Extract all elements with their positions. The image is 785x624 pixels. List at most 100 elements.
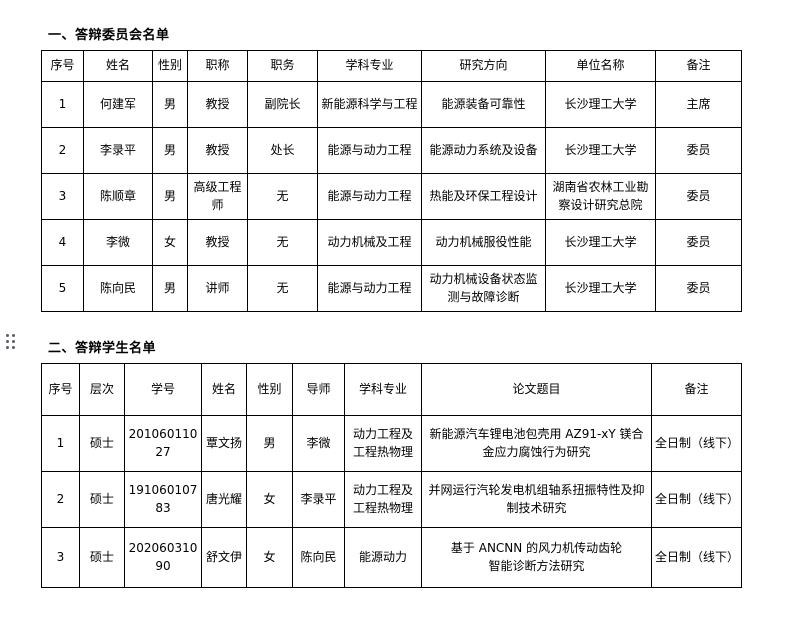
table-cell: 并网运行汽轮发电机组轴系扭振特性及抑制技术研究 [421,471,652,528]
committee-section-title: 一、答辩委员会名单 [48,28,170,43]
table-cell: 能源与动力工程 [317,127,422,174]
table-cell: 李微 [292,415,345,472]
table-cell: 处长 [247,127,318,174]
table-cell: 动力机械及工程 [317,219,422,266]
committee-table: 序号 姓名 性别 职称 职务 学科专业 研究方向 单位名称 备注 1 何建军 男… [41,50,742,312]
table-cell: 无 [247,265,318,312]
table-cell: 19106010783 [124,471,202,528]
committee-section: 一、答辩委员会名单 序号 姓名 性别 职称 职务 学科专业 研究方向 单位名称 … [41,24,785,312]
table-cell: 20206031090 [124,527,202,588]
table-cell: 覃文扬 [201,415,247,472]
table-cell: 硕士 [79,415,125,472]
drag-handle-icon[interactable] [6,334,17,352]
table-cell: 3 [41,527,80,588]
column-header: 备注 [651,363,742,416]
table-cell: 女 [152,219,188,266]
table-row: 1 硕士 20106011027 覃文扬 男 李微 动力工程及工程热物理 新能源… [41,415,742,472]
table-cell: 女 [246,471,293,528]
table-cell: 1 [41,415,80,472]
table-cell: 男 [152,173,188,220]
table-cell: 委员 [655,127,742,174]
column-header: 论文题目 [421,363,652,416]
table-cell: 动力机械服役性能 [421,219,546,266]
table-cell: 唐光耀 [201,471,247,528]
table-cell: 女 [246,527,293,588]
table-cell: 何建军 [83,81,153,128]
table-cell: 基于 ANCNN 的风力机传动齿轮 智能诊断方法研究 [421,527,652,588]
table-cell: 长沙理工大学 [545,127,656,174]
column-header: 学号 [124,363,202,416]
table-cell: 陈向民 [83,265,153,312]
table-cell: 能源与动力工程 [317,173,422,220]
table-cell: 教授 [187,219,248,266]
column-header: 备注 [655,50,742,82]
table-cell: 李微 [83,219,153,266]
table-cell: 3 [41,173,84,220]
column-header: 职称 [187,50,248,82]
table-cell: 20106011027 [124,415,202,472]
table-cell: 李录平 [83,127,153,174]
table-cell: 2 [41,127,84,174]
table-cell: 陈顺章 [83,173,153,220]
table-cell: 主席 [655,81,742,128]
table-cell: 新能源汽车锂电池包壳用 AZ91-xY 镁合金应力腐蚀行为研究 [421,415,652,472]
table-cell: 讲师 [187,265,248,312]
table-cell: 男 [152,81,188,128]
table-cell: 能源动力系统及设备 [421,127,546,174]
table-cell: 高级工程师 [187,173,248,220]
committee-header-row: 序号 姓名 性别 职称 职务 学科专业 研究方向 单位名称 备注 [41,50,742,82]
table-cell: 能源动力 [344,527,422,588]
table-cell: 硕士 [79,527,125,588]
table-cell: 陈向民 [292,527,345,588]
table-cell: 男 [246,415,293,472]
students-section: 二、答辩学生名单 序号 层次 学号 姓名 性别 导师 学科专业 论文题目 备注 [41,337,785,588]
table-cell: 新能源科学与工程 [317,81,422,128]
table-cell: 能源与动力工程 [317,265,422,312]
table-cell: 热能及环保工程设计 [421,173,546,220]
table-row: 5 陈向民 男 讲师 无 能源与动力工程 动力机械设备状态监测与故障诊断 长沙理… [41,265,742,312]
column-header: 层次 [79,363,125,416]
table-cell: 全日制（线下） [651,415,742,472]
column-header: 学科专业 [344,363,422,416]
column-header: 导师 [292,363,345,416]
table-cell: 男 [152,265,188,312]
table-cell: 副院长 [247,81,318,128]
table-row: 3 陈顺章 男 高级工程师 无 能源与动力工程 热能及环保工程设计 湖南省农林工… [41,173,742,220]
table-cell: 湖南省农林工业勘察设计研究总院 [545,173,656,220]
table-cell: 硕士 [79,471,125,528]
column-header: 性别 [152,50,188,82]
column-header: 单位名称 [545,50,656,82]
table-cell: 教授 [187,127,248,174]
column-header: 序号 [41,363,80,416]
table-cell: 教授 [187,81,248,128]
table-cell: 动力工程及工程热物理 [344,471,422,528]
column-header: 研究方向 [421,50,546,82]
table-cell: 全日制（线下） [651,527,742,588]
table-cell: 舒文伊 [201,527,247,588]
table-cell: 全日制（线下） [651,471,742,528]
table-cell: 动力机械设备状态监测与故障诊断 [421,265,546,312]
table-row: 2 硕士 19106010783 唐光耀 女 李录平 动力工程及工程热物理 并网… [41,471,742,528]
table-row: 2 李录平 男 教授 处长 能源与动力工程 能源动力系统及设备 长沙理工大学 委… [41,127,742,174]
table-cell: 无 [247,219,318,266]
table-cell: 1 [41,81,84,128]
table-cell: 委员 [655,265,742,312]
table-cell: 无 [247,173,318,220]
column-header: 性别 [246,363,293,416]
students-header-row: 序号 层次 学号 姓名 性别 导师 学科专业 论文题目 备注 [41,363,742,416]
table-cell: 4 [41,219,84,266]
table-cell: 5 [41,265,84,312]
table-row: 4 李微 女 教授 无 动力机械及工程 动力机械服役性能 长沙理工大学 委员 [41,219,742,266]
table-cell: 长沙理工大学 [545,219,656,266]
table-cell: 李录平 [292,471,345,528]
table-cell: 委员 [655,219,742,266]
column-header: 学科专业 [317,50,422,82]
table-cell: 长沙理工大学 [545,265,656,312]
table-cell: 委员 [655,173,742,220]
column-header: 序号 [41,50,84,82]
column-header: 姓名 [201,363,247,416]
table-row: 3 硕士 20206031090 舒文伊 女 陈向民 能源动力 基于 ANCNN… [41,527,742,588]
table-row: 1 何建军 男 教授 副院长 新能源科学与工程 能源装备可靠性 长沙理工大学 主… [41,81,742,128]
table-cell: 长沙理工大学 [545,81,656,128]
